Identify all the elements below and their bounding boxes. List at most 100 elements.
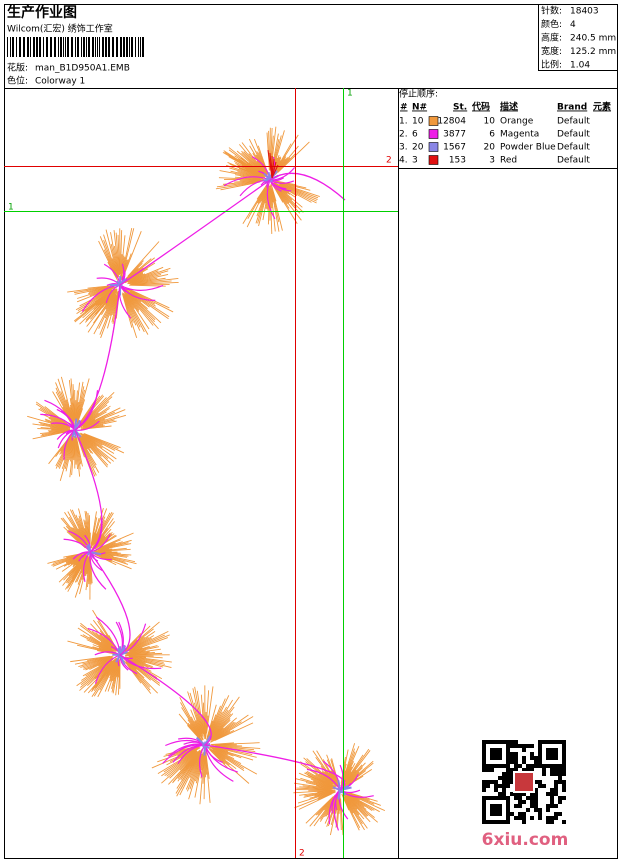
qr-cell: [562, 760, 566, 764]
watermark: 6xiu.com: [482, 830, 569, 850]
qr-cell: [518, 812, 522, 816]
table-cell: 3: [412, 156, 418, 166]
column-header: 代码: [471, 101, 490, 113]
qr-cell: [482, 756, 486, 760]
qr-cell: [542, 772, 546, 776]
color-swatch: [429, 143, 438, 152]
qr-cell: [482, 788, 486, 792]
bar: [58, 37, 59, 57]
qr-cell: [518, 744, 522, 748]
qr-cell: [546, 804, 550, 808]
qr-cell: [546, 748, 550, 752]
qr-cell: [526, 764, 530, 768]
table-cell: Magenta: [500, 130, 539, 140]
bar: [75, 37, 76, 57]
qr-cell: [502, 776, 506, 780]
qr-cell: [506, 764, 510, 768]
qr-cell: [558, 772, 562, 776]
qr-cell: [546, 740, 550, 744]
qr-cell: [554, 788, 558, 792]
qr-cell: [506, 760, 510, 764]
qr-cell: [494, 808, 498, 812]
bar: [112, 37, 114, 57]
qr-cell: [494, 752, 498, 756]
qr-cell: [530, 752, 534, 756]
bar: [33, 37, 35, 57]
qr-cell: [530, 744, 534, 748]
qr-cell: [558, 768, 562, 772]
qr-cell: [502, 796, 506, 800]
qr-cell: [506, 796, 510, 800]
info-value: 18403: [570, 7, 599, 17]
qr-cell: [486, 784, 490, 788]
qr-cell: [502, 740, 506, 744]
qr-cell: [550, 740, 554, 744]
colorway-label: 色位:: [7, 75, 28, 87]
bar: [86, 37, 87, 57]
qr-cell: [510, 752, 514, 756]
qr-cell: [530, 800, 534, 804]
table-cell: Powder Blue: [500, 143, 556, 153]
column-header: 描述: [500, 101, 518, 113]
color-swatch: [429, 130, 438, 139]
qr-cell: [482, 768, 486, 772]
qr-cell: [534, 808, 538, 812]
qr-cell: [490, 808, 494, 812]
qr-cell: [494, 788, 498, 792]
qr-cell: [550, 764, 554, 768]
qr-cell: [490, 764, 494, 768]
qr-cell: [534, 760, 538, 764]
table-cell: Orange: [500, 117, 534, 127]
qr-cell: [518, 804, 522, 808]
qr-cell: [518, 800, 522, 804]
bar: [77, 37, 79, 57]
info-value: 240.5 mm: [570, 34, 616, 44]
qr-cell: [554, 752, 558, 756]
qr-cell: [542, 764, 546, 768]
bar: [123, 37, 125, 57]
qr-cell: [550, 820, 554, 824]
qr-cell: [498, 796, 502, 800]
bar: [129, 37, 130, 57]
qr-cell: [498, 804, 502, 808]
bar: [135, 37, 136, 57]
bar: [16, 37, 17, 57]
qr-cell: [514, 804, 518, 808]
qr-cell: [510, 744, 514, 748]
qr-cell: [534, 764, 538, 768]
embroidery-preview: [27, 127, 385, 835]
qr-cell: [534, 756, 538, 760]
qr-cell: [558, 780, 562, 784]
qr-cell: [562, 796, 566, 800]
qr-cell: [486, 740, 490, 744]
qr-cell: [562, 756, 566, 760]
qr-cell: [546, 792, 550, 796]
qr-cell: [502, 820, 506, 824]
table-cell: 20: [484, 143, 496, 153]
bar: [116, 37, 118, 57]
qr-cell: [490, 756, 494, 760]
guide-label: 1: [347, 89, 353, 99]
qr-cell: [546, 808, 550, 812]
column-header: 元素: [593, 101, 611, 113]
bar: [63, 37, 64, 57]
qr-cell: [550, 756, 554, 760]
colorway: Colorway 1: [35, 77, 85, 87]
table-cell: Default: [557, 117, 590, 127]
qr-cell: [494, 784, 498, 788]
table-cell: 6: [489, 130, 495, 140]
qr-cell: [502, 784, 506, 788]
qr-cell: [482, 804, 486, 808]
qr-cell: [510, 812, 514, 816]
qr-cell: [514, 744, 518, 748]
qr-cell: [518, 796, 522, 800]
bar: [138, 37, 139, 57]
qr-cell: [526, 808, 530, 812]
bar: [12, 37, 14, 57]
qr-cell: [558, 776, 562, 780]
info-value: 1.04: [570, 61, 590, 71]
qr-cell: [522, 760, 526, 764]
bar: [23, 37, 25, 57]
stitch: [123, 228, 134, 273]
bar: [50, 37, 52, 57]
